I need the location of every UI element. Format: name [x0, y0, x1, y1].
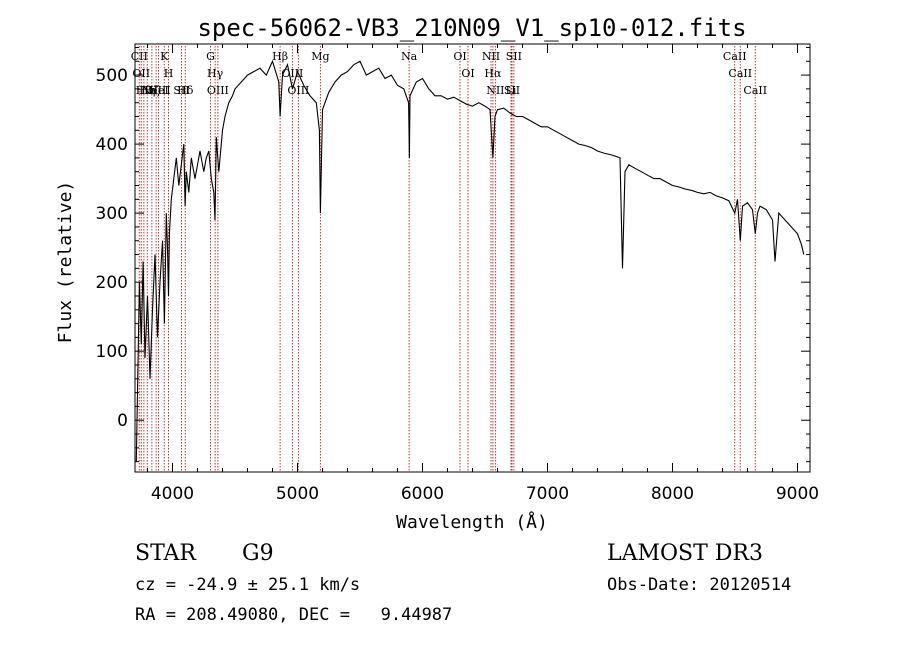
y-tick-label: 400: [96, 135, 128, 155]
plot-frame: [134, 43, 811, 473]
line-marker-label: OIII: [281, 67, 303, 80]
y-tick-label: 500: [96, 66, 128, 86]
coordinates: RA = 208.49080, DEC = 9.44987: [135, 605, 452, 625]
x-tick-label: 9000: [776, 484, 819, 504]
line-markers: [138, 46, 756, 472]
line-marker-label: G: [206, 50, 215, 63]
y-axis-label: Flux (relative): [55, 181, 76, 344]
x-tick-label: 6000: [401, 484, 444, 504]
y-tick-label: 300: [96, 204, 128, 224]
line-marker-label: Hδ: [177, 84, 194, 97]
line-marker-label: SII: [504, 84, 520, 97]
line-marker-label: K: [160, 50, 169, 63]
x-axis-ticks: 4000 5000 6000 7000 8000 9000: [147, 44, 819, 504]
line-marker-label: NII: [482, 50, 500, 63]
line-marker-label: NII: [486, 84, 504, 97]
line-marker-label: SII: [173, 84, 189, 97]
line-marker-label: CaII: [728, 67, 752, 80]
x-tick-label: 8000: [651, 484, 694, 504]
x-tick-label: 7000: [526, 484, 569, 504]
x-tick-label: 4000: [151, 484, 194, 504]
x-tick-label: 5000: [276, 484, 319, 504]
x-axis-label: Wavelength (Å): [396, 511, 548, 533]
line-marker-label: H: [164, 67, 174, 80]
line-marker-label: OIII: [207, 84, 229, 97]
line-marker-label: OII: [132, 67, 150, 80]
line-marker-label: Li: [506, 84, 517, 97]
line-marker-label: Hγ: [207, 67, 224, 80]
line-marker-labels: CIIOIIHθHηHζNeIIIHeIKHSIIHδGHγOIIIHβOIII…: [131, 50, 767, 97]
line-marker-label: OI: [453, 50, 466, 63]
line-marker-label: CII: [131, 50, 148, 63]
chart-title: spec-56062-VB3_210N09_V1_sp10-012.fits: [197, 14, 746, 42]
line-marker-label: HeI: [148, 84, 168, 97]
y-axis-ticks: 0 100 200 300 400 500: [96, 46, 810, 463]
redshift-text: cz = -24.9 ± 25.1 km/s: [135, 575, 360, 595]
line-marker-label: CaII: [723, 50, 747, 63]
line-marker-label: NeIII: [142, 84, 171, 97]
line-marker-label: Hα: [484, 67, 502, 80]
line-marker-label: OIII: [287, 84, 309, 97]
spectrum-series-line: [135, 59, 805, 462]
line-marker-label: Hβ: [272, 50, 288, 63]
line-marker-label: SII: [506, 50, 522, 63]
line-marker-label: OI: [461, 67, 474, 80]
y-tick-label: 200: [96, 273, 128, 293]
object-class: STAR: [135, 541, 197, 566]
y-tick-label: 100: [96, 342, 128, 362]
obs-date: Obs-Date: 20120514: [607, 575, 791, 595]
line-marker-label: CaII: [743, 84, 767, 97]
y-tick-label: 0: [117, 411, 128, 431]
line-marker-label: Mg: [311, 50, 329, 63]
object-subclass: G9: [242, 541, 274, 566]
line-marker-label: Hθ: [136, 84, 153, 97]
line-marker-label: Hζ: [144, 84, 160, 97]
line-marker-label: Hη: [139, 84, 155, 97]
survey-name: LAMOST DR3: [607, 541, 763, 566]
line-marker-label: Na: [401, 50, 418, 63]
